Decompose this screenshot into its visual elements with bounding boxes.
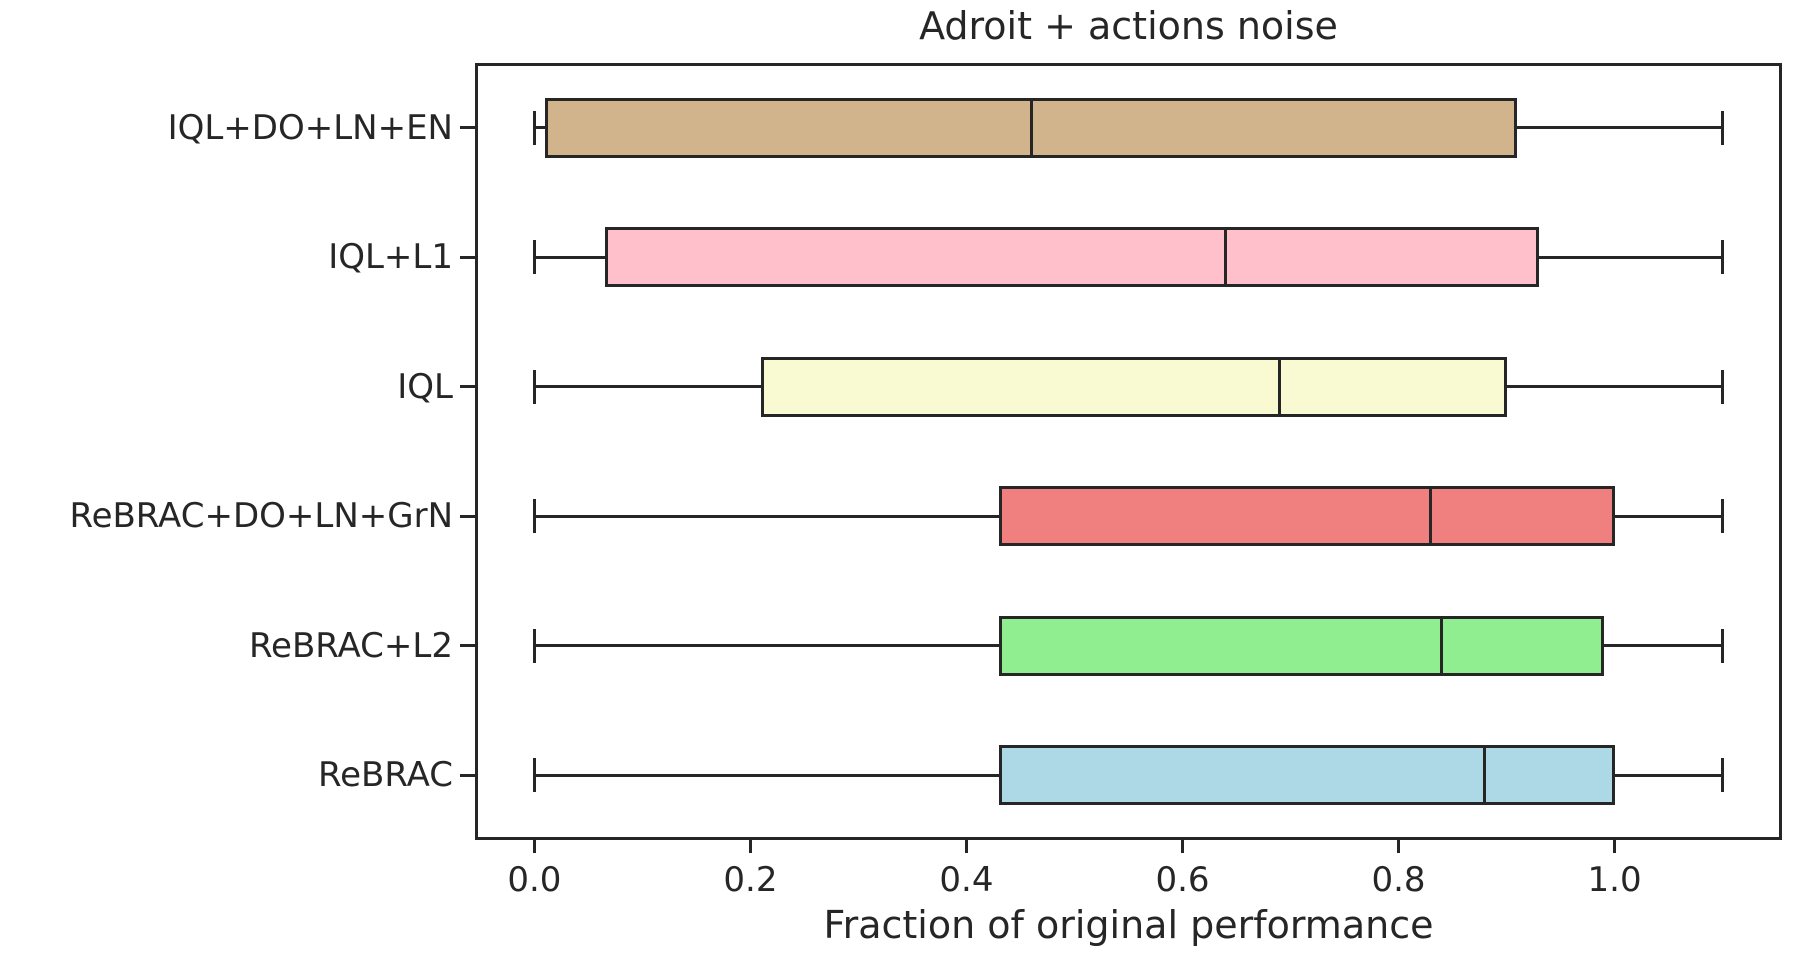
whisker-line-low [534,773,999,777]
y-tick-mark [460,773,475,777]
x-tick-label: 1.0 [1587,860,1642,900]
whisker-line-low [534,255,605,259]
y-tick-mark [460,385,475,389]
x-tick-label: 0.4 [939,860,994,900]
x-tick-mark [748,840,752,853]
x-tick-mark [1397,840,1401,853]
whisker-cap-low [532,240,536,275]
whisker-line-low [534,514,999,518]
y-tick-mark [460,255,475,259]
whisker-line-high [1517,126,1723,130]
x-axis-label: Fraction of original performance [823,903,1434,947]
median-line [1429,486,1433,547]
y-tick-label: ReBRAC+DO+LN+GrN [69,496,453,537]
whisker-cap-high [1721,499,1725,534]
whisker-cap-high [1721,110,1725,145]
y-tick-label: IQL+L1 [328,237,453,278]
x-tick-label: 0.0 [507,860,562,900]
median-line [1440,615,1444,676]
whisker-line-low [534,644,999,648]
y-tick-mark [460,126,475,130]
whisker-line-high [1603,644,1723,648]
y-tick-label: IQL [397,366,453,407]
y-tick-mark [460,644,475,648]
whisker-line-low [534,385,762,389]
median-line [1029,97,1033,158]
box-rect [998,745,1615,806]
whisker-cap-high [1721,369,1725,404]
x-tick-mark [532,840,536,853]
whisker-cap-high [1721,240,1725,275]
whisker-line-low [534,126,546,130]
box-rect [998,615,1604,676]
median-line [1224,227,1228,288]
box-rect [761,356,1507,417]
whisker-cap-high [1721,758,1725,793]
box-rect [998,486,1615,547]
whisker-cap-low [532,628,536,663]
whisker-line-high [1614,773,1723,777]
x-tick-label: 0.2 [723,860,778,900]
chart-title: Adroit + actions noise [919,4,1338,48]
whisker-line-high [1614,514,1723,518]
y-tick-label: ReBRAC [318,755,453,796]
plot-area [475,63,1782,840]
x-tick-mark [1613,840,1617,853]
x-tick-mark [964,840,968,853]
median-line [1483,745,1487,806]
y-tick-mark [460,514,475,518]
whisker-line-high [1538,255,1723,259]
y-tick-label: ReBRAC+L2 [248,625,453,666]
whisker-cap-high [1721,628,1725,663]
y-tick-label: IQL+DO+LN+EN [167,107,453,148]
whisker-cap-low [532,110,536,145]
median-line [1278,356,1282,417]
whisker-cap-low [532,758,536,793]
whisker-line-high [1506,385,1723,389]
x-tick-mark [1181,840,1184,853]
whisker-cap-low [532,369,536,404]
box-rect [604,227,1539,288]
x-tick-label: 0.6 [1155,860,1210,900]
whisker-cap-low [532,499,536,534]
x-tick-label: 0.8 [1371,860,1426,900]
